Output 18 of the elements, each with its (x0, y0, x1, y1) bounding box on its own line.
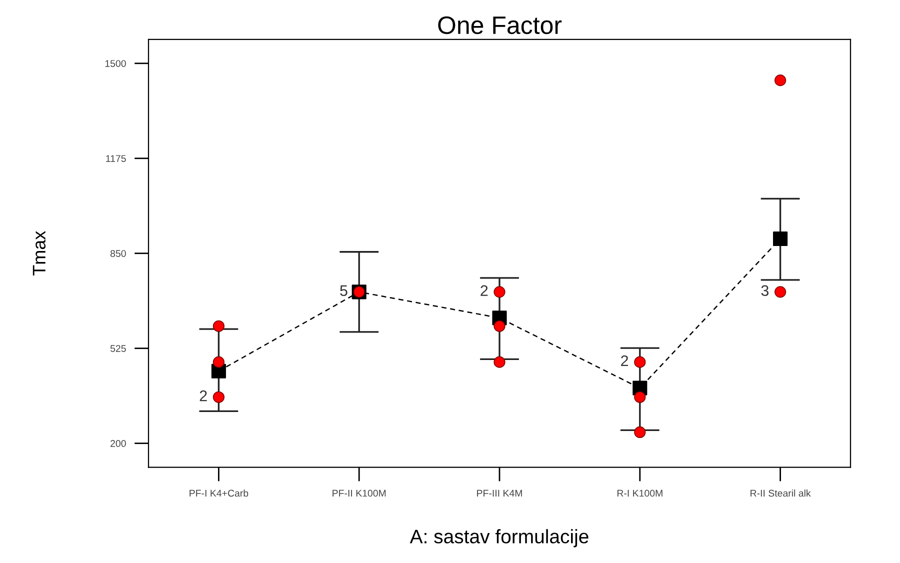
y-tick-label: 200 (110, 440, 126, 447)
annotation: 3 (761, 285, 769, 296)
x-tick-label: PF-II K100M (332, 490, 386, 497)
annotation: 2 (200, 390, 207, 402)
y-tick-label: 525 (110, 345, 126, 352)
x-tick-label: R-I K100M (617, 490, 662, 497)
annotation: 2 (480, 285, 488, 296)
y-tick-label: 850 (110, 250, 126, 257)
annotation: 2 (621, 355, 628, 366)
annotation: 5 (340, 285, 348, 296)
y-tick-label: 1500 (105, 60, 126, 67)
y-tick-label: 1175 (106, 155, 126, 162)
chart-title: One Factor (438, 16, 562, 34)
x-axis-title: A: sastav formulacije (410, 529, 588, 548)
x-tick-label: PF-I K4+Carb (190, 490, 248, 497)
x-tick-label: R-II Stearil alk (750, 490, 811, 497)
x-tick-label: PF-III K4M (477, 490, 522, 497)
y-axis-title: Tmax (32, 230, 46, 276)
